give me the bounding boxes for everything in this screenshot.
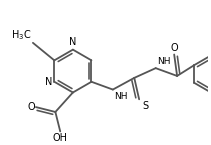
Text: O: O	[170, 43, 178, 53]
Text: OH: OH	[53, 133, 68, 143]
Text: NH: NH	[157, 57, 170, 66]
Text: O: O	[27, 102, 35, 112]
Text: N: N	[45, 77, 52, 87]
Text: N: N	[69, 37, 77, 47]
Text: S: S	[142, 101, 148, 111]
Text: H$_3$C: H$_3$C	[11, 28, 31, 42]
Text: NH: NH	[114, 91, 127, 100]
